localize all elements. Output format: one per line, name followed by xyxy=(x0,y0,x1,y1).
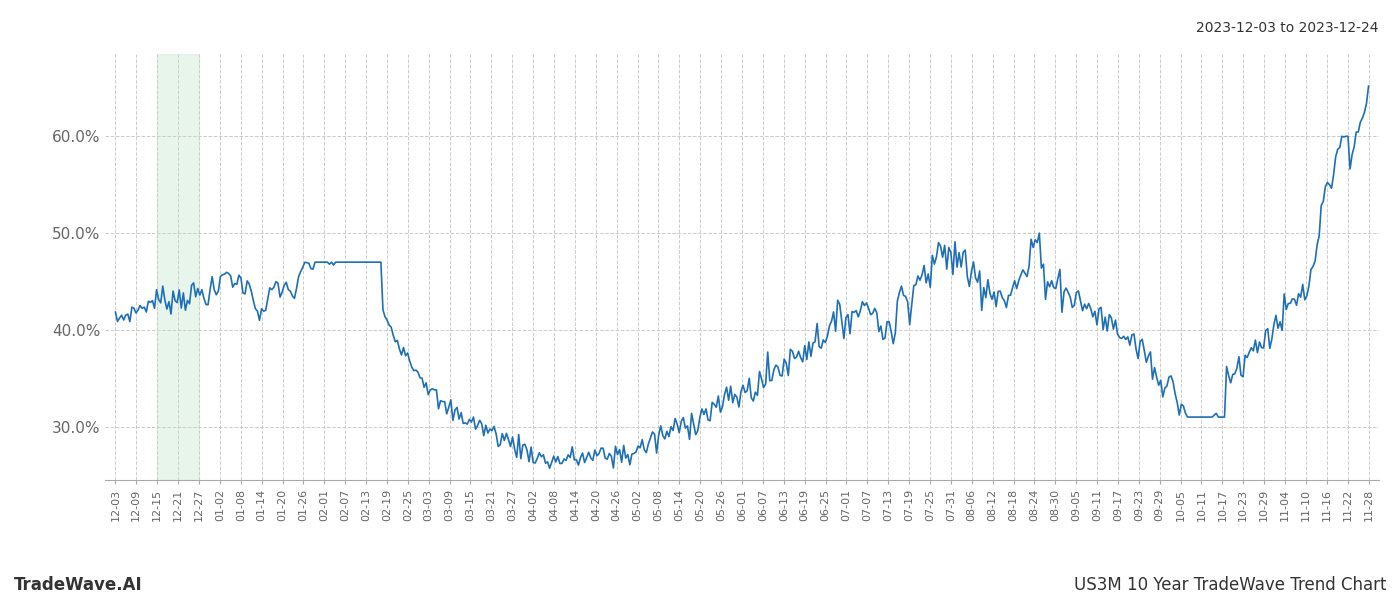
Text: 2023-12-03 to 2023-12-24: 2023-12-03 to 2023-12-24 xyxy=(1197,21,1379,35)
Text: US3M 10 Year TradeWave Trend Chart: US3M 10 Year TradeWave Trend Chart xyxy=(1074,576,1386,594)
Bar xyxy=(157,54,199,480)
Text: TradeWave.AI: TradeWave.AI xyxy=(14,576,143,594)
